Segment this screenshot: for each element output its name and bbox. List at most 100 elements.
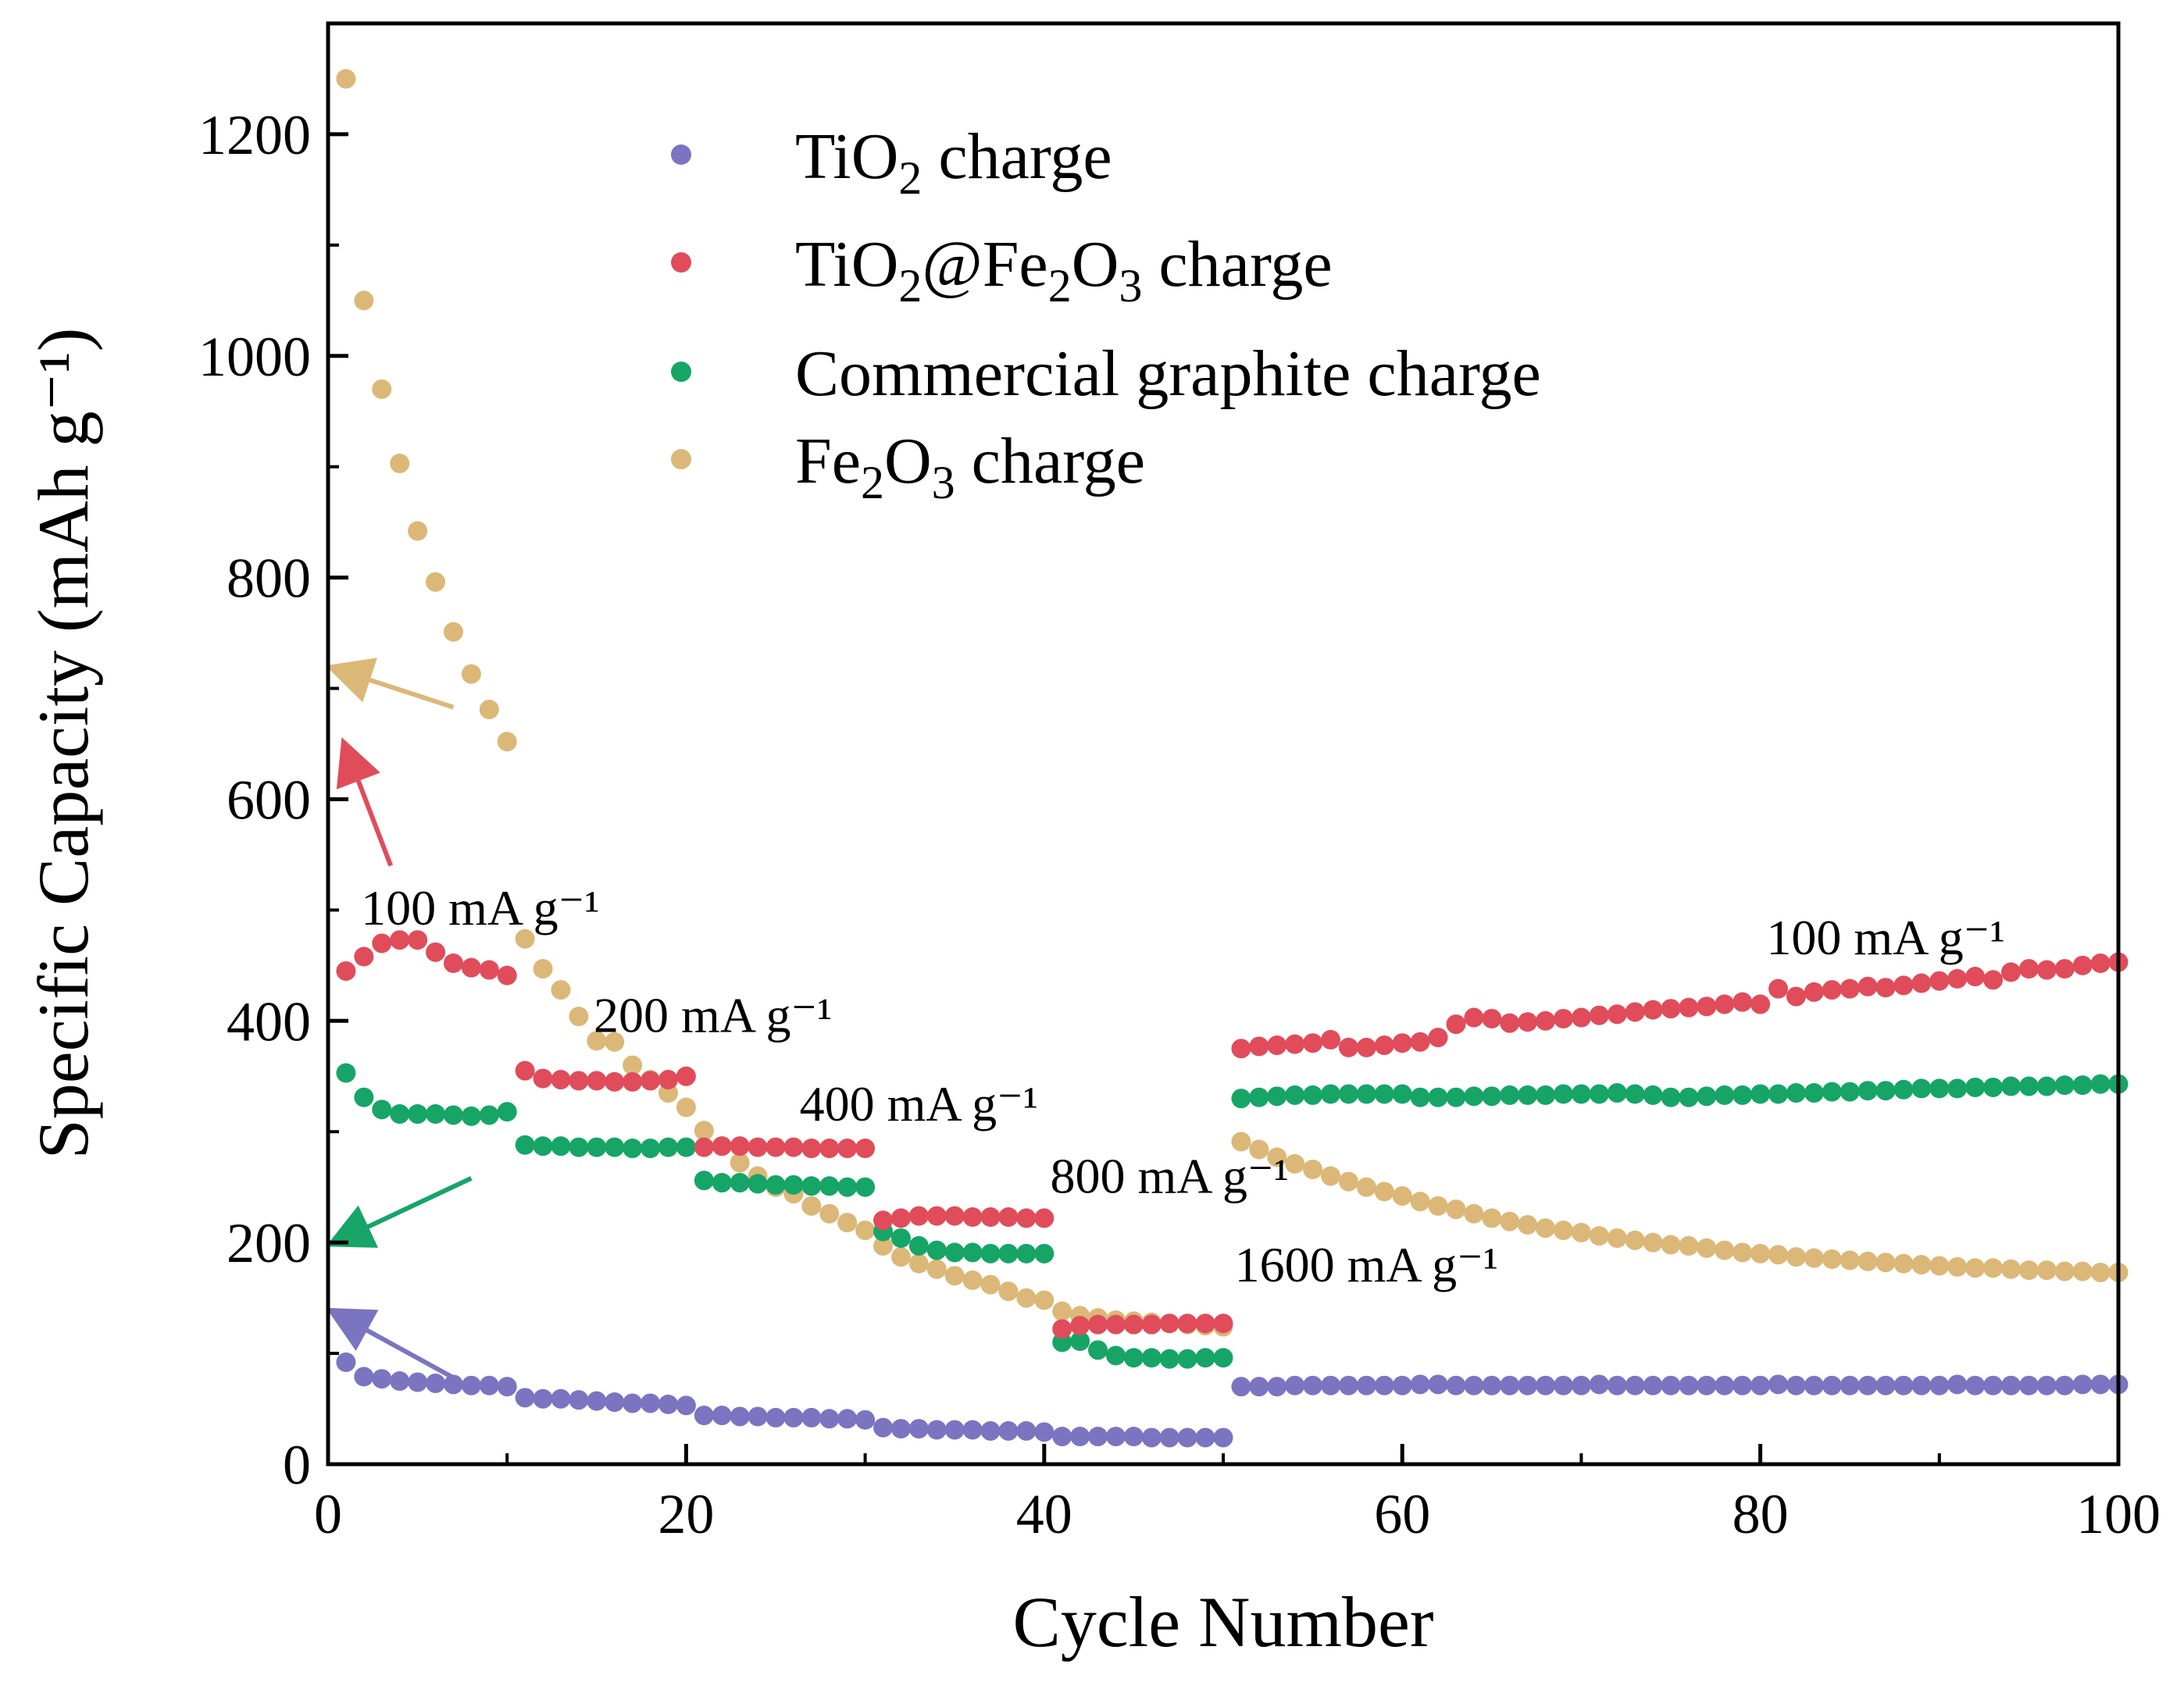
data-point-tio2-charge	[1428, 1374, 1448, 1395]
data-point-commercial-graphite-charge	[2000, 1076, 2021, 1096]
data-point-tio2-charge	[587, 1391, 607, 1411]
data-point-tio2-fe2o3-charge	[479, 960, 499, 980]
x-axis-title: Cycle Number	[1012, 1582, 1433, 1662]
data-point-tio2-fe2o3-charge	[1697, 996, 1717, 1017]
data-point-tio2-charge	[1374, 1375, 1394, 1395]
data-point-commercial-graphite-charge	[1715, 1085, 1735, 1105]
data-point-tio2-charge	[1840, 1375, 1860, 1395]
data-point-tio2-fe2o3-charge	[1911, 973, 1932, 993]
data-point-tio2-charge	[1715, 1375, 1735, 1395]
data-point-fe2o3-charge	[1285, 1153, 1305, 1174]
data-point-commercial-graphite-charge	[1392, 1084, 1412, 1104]
data-point-tio2-fe2o3-charge	[962, 1207, 983, 1228]
axis-arrow-tio2-fe2o3-charge	[336, 737, 394, 867]
data-point-commercial-graphite-charge	[1553, 1084, 1573, 1104]
data-point-commercial-graphite-charge	[1571, 1084, 1591, 1104]
data-point-commercial-graphite-charge	[1500, 1085, 1520, 1105]
data-point-commercial-graphite-charge	[533, 1136, 553, 1157]
series-tio2-fe2o3-charge	[336, 930, 2129, 1339]
data-point-tio2-charge	[372, 1369, 392, 1389]
data-point-tio2-fe2o3-charge	[1446, 1014, 1466, 1035]
data-point-tio2-charge	[1500, 1375, 1520, 1395]
data-point-commercial-graphite-charge	[1840, 1082, 1860, 1102]
data-point-fe2o3-charge	[1500, 1211, 1520, 1231]
data-point-fe2o3-charge	[1518, 1214, 1538, 1235]
data-point-commercial-graphite-charge	[1428, 1087, 1448, 1107]
data-point-commercial-graphite-charge	[1822, 1082, 1842, 1102]
data-point-tio2-fe2o3-charge	[676, 1066, 696, 1086]
data-point-tio2-fe2o3-charge	[1464, 1007, 1484, 1028]
data-point-tio2-charge	[1177, 1427, 1197, 1448]
data-point-fe2o3-charge	[426, 572, 446, 592]
data-point-tio2-charge	[569, 1390, 589, 1410]
data-point-tio2-fe2o3-charge	[533, 1068, 553, 1089]
data-point-tio2-charge	[1034, 1422, 1055, 1442]
data-point-fe2o3-charge	[1733, 1242, 1753, 1263]
data-point-tio2-fe2o3-charge	[1929, 971, 1950, 991]
data-point-fe2o3-charge	[408, 521, 428, 541]
data-point-commercial-graphite-charge	[1159, 1349, 1179, 1369]
data-point-fe2o3-charge	[551, 980, 571, 1000]
data-point-tio2-fe2o3-charge	[408, 930, 428, 950]
data-point-fe2o3-charge	[1697, 1238, 1717, 1258]
data-point-tio2-fe2o3-charge	[926, 1206, 947, 1226]
axis-arrow-fe2o3-charge	[325, 658, 455, 710]
data-point-commercial-graphite-charge	[1697, 1086, 1717, 1107]
data-point-tio2-charge	[1625, 1375, 1645, 1395]
data-point-tio2-fe2o3-charge	[1285, 1034, 1305, 1054]
x-tick-label: 20	[658, 1483, 714, 1545]
data-point-tio2-fe2o3-charge	[1195, 1313, 1215, 1334]
data-point-tio2-fe2o3-charge	[1016, 1208, 1037, 1228]
data-point-tio2-charge	[1661, 1375, 1681, 1395]
data-point-commercial-graphite-charge	[783, 1174, 804, 1195]
data-point-tio2-fe2o3-charge	[1804, 982, 1824, 1002]
data-point-tio2-charge	[730, 1406, 750, 1427]
data-point-tio2-charge	[1929, 1375, 1950, 1395]
data-point-fe2o3-charge	[390, 453, 410, 473]
data-point-fe2o3-charge	[1822, 1249, 1842, 1269]
axis-arrow-tio2-charge	[326, 1307, 455, 1380]
data-point-fe2o3-charge	[2000, 1259, 2021, 1279]
data-point-commercial-graphite-charge	[443, 1105, 463, 1125]
data-point-commercial-graphite-charge	[515, 1135, 535, 1155]
rate-label: 100 mA g⁻¹	[1766, 910, 2004, 965]
data-point-commercial-graphite-charge	[1893, 1079, 1914, 1100]
data-point-tio2-fe2o3-charge	[1356, 1037, 1376, 1057]
data-point-commercial-graphite-charge	[1607, 1083, 1627, 1103]
data-point-commercial-graphite-charge	[980, 1243, 1001, 1264]
data-point-tio2-fe2o3-charge	[1553, 1008, 1573, 1028]
data-point-tio2-charge	[1123, 1427, 1144, 1447]
data-point-fe2o3-charge	[694, 1121, 714, 1141]
data-point-fe2o3-charge	[855, 1221, 876, 1241]
points-layer	[336, 69, 2129, 1448]
data-point-fe2o3-charge	[873, 1235, 894, 1256]
data-point-tio2-charge	[1733, 1375, 1753, 1395]
data-point-commercial-graphite-charge	[819, 1176, 840, 1196]
data-point-fe2o3-charge	[1589, 1226, 1609, 1246]
data-point-tio2-charge	[1052, 1427, 1072, 1447]
data-point-tio2-charge	[390, 1371, 410, 1392]
data-point-tio2-charge	[980, 1420, 1001, 1441]
data-point-commercial-graphite-charge	[1105, 1345, 1126, 1366]
data-point-tio2-fe2o3-charge	[819, 1139, 840, 1159]
data-point-tio2-charge	[998, 1420, 1019, 1441]
data-point-commercial-graphite-charge	[479, 1105, 499, 1125]
data-point-tio2-fe2o3-charge	[1374, 1035, 1394, 1056]
data-point-commercial-graphite-charge	[1875, 1081, 1896, 1101]
legend-label-graphite: Commercial graphite charge	[795, 337, 1541, 410]
data-point-tio2-fe2o3-charge	[1750, 994, 1771, 1014]
data-point-tio2-charge	[676, 1395, 696, 1416]
data-point-tio2-fe2o3-charge	[1105, 1314, 1126, 1335]
data-point-fe2o3-charge	[623, 1055, 643, 1075]
data-point-tio2-fe2o3-charge	[390, 930, 410, 950]
data-point-fe2o3-charge	[819, 1203, 840, 1224]
data-point-tio2-charge	[819, 1409, 840, 1429]
data-point-tio2-fe2o3-charge	[1893, 975, 1914, 996]
data-point-tio2-fe2o3-charge	[1213, 1313, 1233, 1334]
data-point-tio2-charge	[1965, 1375, 1986, 1395]
data-point-fe2o3-charge	[605, 1032, 625, 1052]
data-point-commercial-graphite-charge	[1643, 1085, 1663, 1105]
data-point-tio2-fe2o3-charge	[1088, 1314, 1108, 1335]
data-point-tio2-fe2o3-charge	[1625, 1002, 1645, 1022]
data-point-tio2-charge	[1231, 1377, 1251, 1397]
